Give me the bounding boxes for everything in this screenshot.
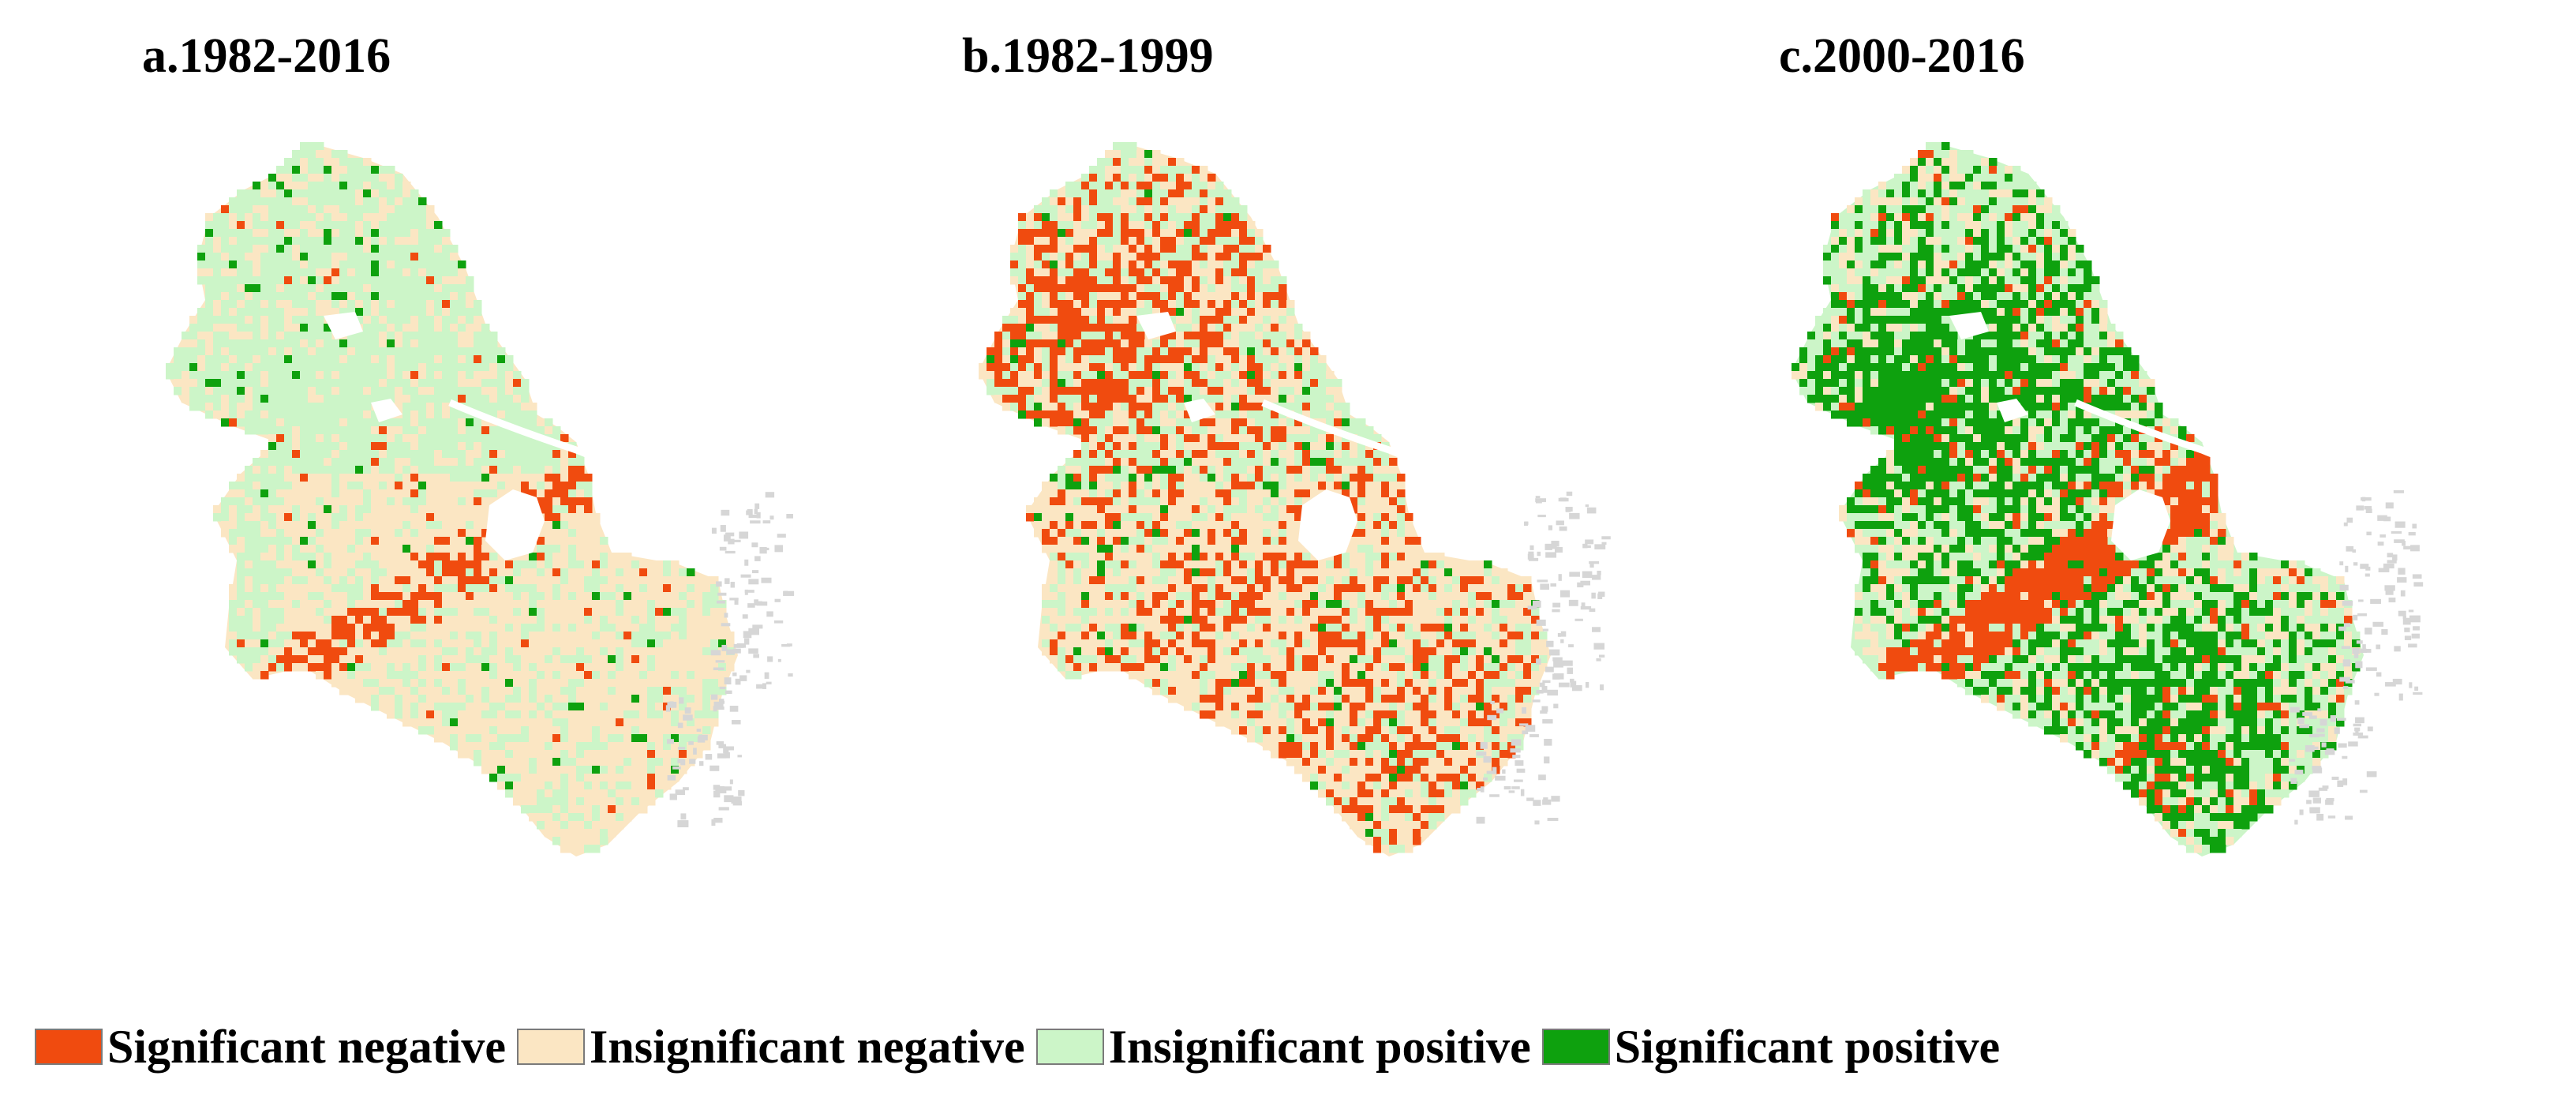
trend-map-a — [166, 142, 795, 856]
legend-swatch-significant-negative — [35, 1029, 103, 1065]
panel-title-b: b.1982-1999 — [962, 29, 1214, 83]
legend-label-insignificant-positive: Insignificant positive — [1108, 1020, 1531, 1073]
trend-map-b — [979, 142, 1611, 856]
legend-swatch-significant-positive — [1541, 1029, 1610, 1065]
legend-item-insignificant-positive: Insignificant positive — [1035, 1020, 1531, 1074]
legend-item-significant-positive: Significant positive — [1541, 1020, 2001, 1074]
legend-label-insignificant-negative: Insignificant negative — [590, 1020, 1025, 1073]
legend-label-significant-positive: Significant positive — [1614, 1020, 2001, 1073]
legend-item-significant-negative: Significant negative — [35, 1020, 506, 1074]
legend-swatch-insignificant-negative — [517, 1029, 585, 1065]
legend-item-insignificant-negative: Insignificant negative — [517, 1020, 1025, 1074]
legend: Significant negative Insignificant negat… — [35, 1015, 2011, 1078]
panel-title-a: a.1982-2016 — [142, 29, 391, 83]
legend-label-significant-negative: Significant negative — [107, 1020, 506, 1073]
legend-swatch-insignificant-positive — [1035, 1029, 1104, 1065]
panel-title-c: c.2000-2016 — [1779, 29, 2025, 83]
trend-map-c — [1792, 142, 2424, 856]
